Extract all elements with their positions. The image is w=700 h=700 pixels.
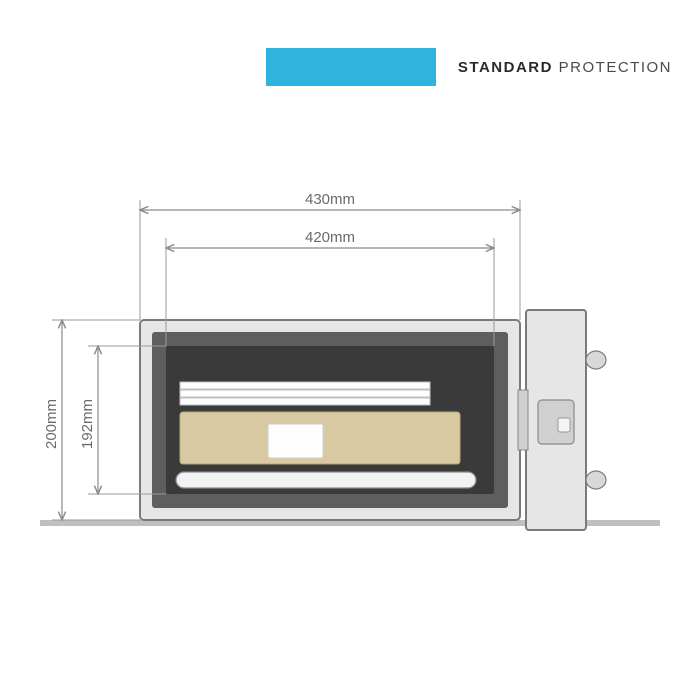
header-light: PROTECTION [559, 59, 672, 76]
label-height-outer: 200mm [43, 399, 60, 449]
header-bold: STANDARD [458, 59, 553, 76]
safe-door [518, 310, 606, 530]
label-height-inner: 192mm [79, 399, 96, 449]
safe-dimension-diagram: 430mm 420mm 200mm 192mm [40, 160, 660, 580]
dim-width-outer: 430mm [140, 191, 520, 320]
header-bar: STANDARD PROTECTION [266, 48, 700, 86]
label-width-outer: 430mm [305, 191, 355, 208]
header-label: STANDARD PROTECTION [436, 59, 700, 76]
header-accent [266, 48, 436, 86]
label-width-inner: 420mm [305, 229, 355, 246]
